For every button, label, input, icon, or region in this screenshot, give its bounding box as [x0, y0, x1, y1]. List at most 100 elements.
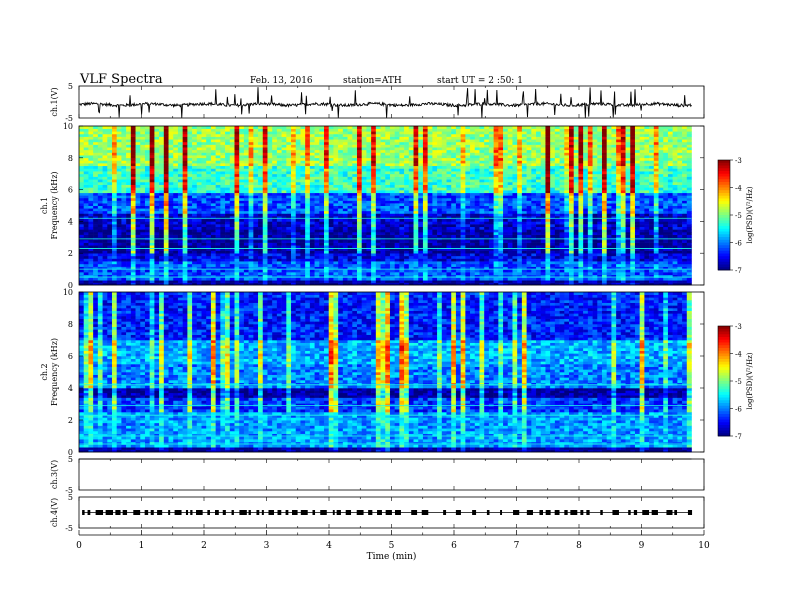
ch1-spectrogram-cell: [338, 245, 344, 249]
ch1-spectrogram-cell: [121, 269, 127, 273]
ch1-spectrogram-cell: [460, 187, 466, 191]
ch1-spectrogram-cell: [479, 216, 485, 220]
ch1-spectrogram-cell: [324, 250, 330, 254]
ch1-spectrogram-cell: [182, 272, 188, 276]
ch1-spectrogram-cell: [672, 203, 678, 206]
ch1-spectrogram-cell: [667, 245, 673, 249]
ch1-spectrogram-cell: [422, 282, 428, 286]
ch1-spectrogram-cell: [324, 239, 330, 243]
ch1-spectrogram-cell: [385, 226, 391, 230]
ch1-spectrogram-cell: [517, 245, 523, 249]
ch1-spectrogram-cell: [248, 234, 254, 238]
ch1-spectrogram-cell: [253, 245, 259, 249]
ch1-spectrogram-cell: [286, 282, 292, 286]
ch1-spectrogram-cell: [286, 242, 292, 246]
ch1-spectrogram-cell: [526, 226, 532, 230]
ch1-spectrogram-cell: [601, 232, 607, 235]
ch1-spectrogram-cell: [140, 208, 146, 212]
ch1-spectrogram-cell: [234, 250, 240, 254]
ch1-spectrogram-cell: [168, 197, 174, 201]
ch1-spectrogram-cell: [446, 266, 452, 270]
ch1-spectrogram-cell: [338, 187, 344, 191]
ch1-spectrogram-cell: [653, 255, 659, 259]
ch1-spectrogram-cell: [192, 221, 198, 225]
ch1-spectrogram-cell: [281, 224, 287, 227]
ch1-spectrogram-cell: [587, 192, 593, 196]
ch1-spectrogram-cell: [569, 245, 575, 249]
ch1-spectrogram-cell: [418, 200, 424, 204]
ch1-spectrogram-cell: [154, 221, 160, 225]
ch1-spectrogram-cell: [206, 247, 212, 251]
ch1-spectrogram-cell: [333, 213, 339, 217]
ch1-spectrogram-cell: [479, 261, 485, 265]
ch1-spectrogram-cell: [427, 255, 433, 259]
ch1-spectrogram-cell: [267, 261, 273, 265]
ch1-spectrogram-cell: [126, 216, 132, 220]
ch1-spectrogram-cell: [389, 208, 395, 212]
ch1-spectrogram-cell: [399, 232, 405, 235]
ch1-spectrogram-cell: [389, 192, 395, 196]
ch1-spectrogram-cell: [658, 247, 664, 251]
ch1-spectrogram-cell: [126, 200, 132, 204]
ch1-spectrogram-cell: [427, 234, 433, 238]
ch1-spectrogram-cell: [432, 203, 438, 206]
ch1-spectrogram-cell: [324, 229, 330, 233]
ch1-spectrogram-cell: [484, 200, 490, 204]
ch1-spectrogram-cell: [149, 200, 155, 204]
ch1-spectrogram-cell: [300, 226, 306, 230]
ch1-spectrogram-cell: [418, 250, 424, 254]
ch1-spectrogram-cell: [573, 205, 579, 209]
ch1-spectrogram-cell: [559, 261, 565, 265]
ch1-spectrogram-cell: [682, 282, 688, 286]
ch1-spectrogram-cell: [347, 213, 353, 217]
ch1-spectrogram-cell: [413, 245, 419, 249]
ch1-spectrogram-cell: [682, 245, 688, 249]
ch1-spectrogram-cell: [88, 213, 94, 217]
ch1-spectrogram-cell: [639, 277, 645, 281]
ch1-spectrogram-cell: [470, 280, 476, 283]
ch1-spectrogram-cell: [587, 210, 593, 214]
ch1-spectrogram-cell: [597, 200, 603, 204]
ch1-spectrogram-cell: [144, 229, 150, 233]
ch1-spectrogram-cell: [437, 192, 443, 196]
ch1-spectrogram-cell: [498, 210, 504, 214]
ch1-spectrogram-cell: [578, 255, 584, 259]
ch1-spectrogram-cell: [300, 277, 306, 281]
ch1-spectrogram-cell: [229, 195, 235, 199]
ch1-spectrogram-cell: [441, 208, 447, 212]
ch1-spectrogram-cell: [187, 234, 193, 238]
ch1-spectrogram-cell: [682, 213, 688, 217]
ch1-spectrogram-cell: [667, 218, 673, 222]
ch1-spectrogram-cell: [356, 255, 362, 259]
ch1-spectrogram-cell: [653, 226, 659, 230]
ch1-spectrogram-cell: [154, 255, 160, 259]
ch1-spectrogram-cell: [220, 218, 226, 222]
ch1-spectrogram-cell: [521, 200, 527, 204]
ch1-spectrogram-cell: [559, 224, 565, 227]
ch1-spectrogram-cell: [639, 253, 645, 257]
ch1-spectrogram-cell: [130, 218, 136, 222]
ch1-spectrogram-cell: [258, 195, 264, 199]
ch1-spectrogram-cell: [319, 282, 325, 286]
ch1-spectrogram-cell: [521, 266, 527, 270]
ch1-spectrogram-cell: [493, 187, 499, 191]
ch1-spectrogram-cell: [159, 229, 165, 233]
ch1-spectrogram-cell: [470, 229, 476, 233]
ch1-spectrogram-cell: [295, 192, 301, 196]
ch1-spectrogram-cell: [531, 221, 537, 225]
ch1-spectrogram-cell: [328, 263, 334, 267]
ch1-spectrogram-cell: [272, 229, 278, 233]
ch1-spectrogram-cell: [168, 239, 174, 243]
ch1-spectrogram-cell: [159, 261, 165, 265]
ch1-spectrogram-cell: [526, 253, 532, 257]
ch1-waveform-line: [78, 87, 692, 118]
ch1-spectrogram-cell: [389, 258, 395, 262]
ch1-spectrogram-cell: [597, 255, 603, 259]
ch1-spectrogram-cell: [248, 210, 254, 214]
ch1-spectrogram-cell: [371, 282, 377, 286]
ch1-spectrogram-cell: [258, 205, 264, 209]
ch1-spectrogram-cell: [592, 226, 598, 230]
ch1-spectrogram-cell: [276, 192, 282, 196]
ch1-spectrogram-cell: [385, 274, 391, 278]
ch1-spectrogram-cell: [182, 210, 188, 214]
